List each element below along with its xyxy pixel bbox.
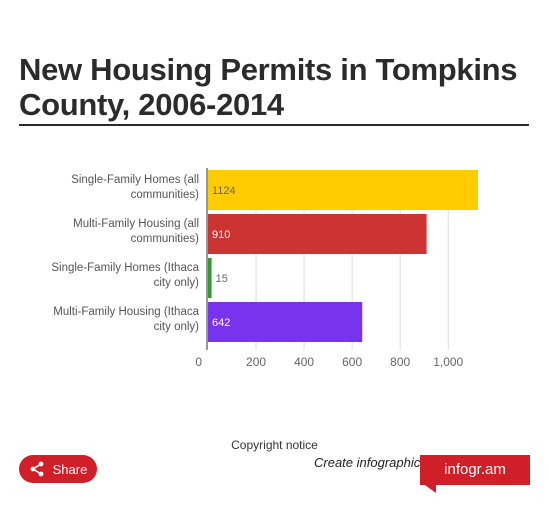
share-icon [30,461,44,477]
title-underline [19,124,529,126]
bar [208,170,478,210]
category-label: city only) [154,321,200,333]
x-tick-label: 600 [342,355,362,369]
data-label: 910 [212,229,230,241]
category-label: Multi-Family Housing (all [73,218,199,230]
category-label: Single-Family Homes (all [71,174,199,186]
category-label: communities) [131,189,200,201]
x-tick-label: 1,000 [433,355,463,369]
chart-title: New Housing Permits in Tompkins County, … [19,52,518,122]
category-label: Single-Family Homes (Ithaca [51,262,199,274]
bar-chart: 0 200 400 600 800 1,000 1124 Single-Family Home… [51,168,478,369]
x-tick-label: 200 [246,355,266,369]
category-label: city only) [154,277,200,289]
data-label: 642 [212,317,230,329]
copyright-notice[interactable]: Copyright notice [231,438,318,452]
x-tick-label: 800 [390,355,410,369]
data-label: 1124 [212,185,236,197]
bar [208,302,363,342]
bar [208,258,212,298]
data-label: 15 [216,273,228,285]
infogram-logo[interactable]: infogr.am [420,455,530,493]
share-button[interactable]: Share [19,455,97,483]
x-tick-label: 0 [195,355,202,369]
category-label: communities) [131,233,200,245]
category-label: Multi-Family Housing (Ithaca [53,306,199,318]
logo-tail [422,483,436,493]
x-tick-label: 400 [294,355,314,369]
create-infographics-link[interactable]: Create infographics [314,455,427,470]
logo-box [420,455,530,485]
share-label: Share [52,461,88,477]
bar [208,214,427,254]
logo-label: infogr.am [444,461,506,478]
